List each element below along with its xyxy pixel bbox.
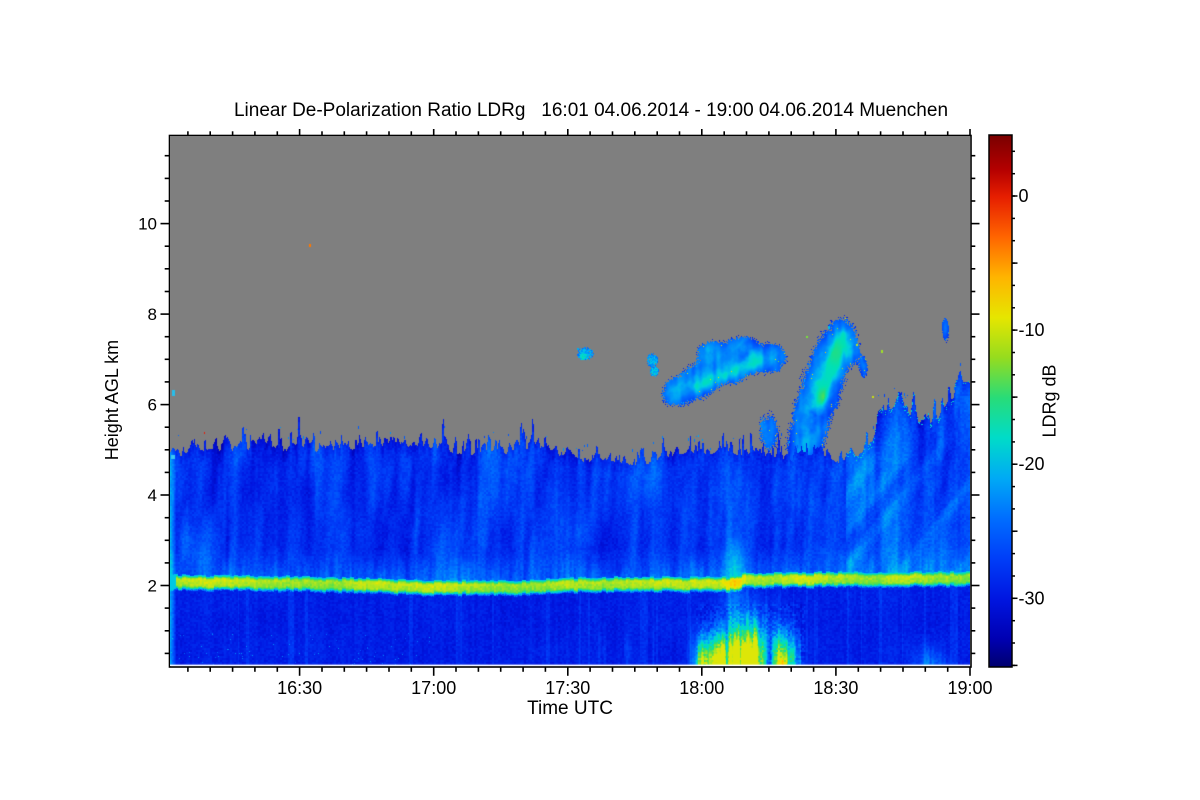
svg-text:17:30: 17:30	[545, 678, 590, 698]
svg-text:19:00: 19:00	[947, 678, 992, 698]
svg-text:-30: -30	[1019, 588, 1045, 608]
svg-text:17:00: 17:00	[411, 678, 456, 698]
svg-text:Time UTC: Time UTC	[527, 698, 613, 719]
svg-text:0: 0	[1019, 186, 1029, 206]
svg-text:Height AGL km: Height AGL km	[102, 340, 122, 460]
svg-text:-20: -20	[1019, 454, 1045, 474]
svg-text:8: 8	[148, 305, 157, 324]
svg-text:10: 10	[138, 215, 157, 234]
svg-text:Linear De-Polarization Ratio L: Linear De-Polarization Ratio LDRg 16:01 …	[234, 100, 948, 121]
svg-text:2: 2	[148, 577, 157, 596]
svg-text:16:30: 16:30	[277, 678, 322, 698]
svg-text:4: 4	[148, 486, 157, 505]
svg-text:18:30: 18:30	[813, 678, 858, 698]
svg-text:LDRg dB: LDRg dB	[1040, 364, 1060, 437]
svg-text:6: 6	[148, 396, 157, 415]
svg-text:-10: -10	[1019, 320, 1045, 340]
svg-text:18:00: 18:00	[679, 678, 724, 698]
